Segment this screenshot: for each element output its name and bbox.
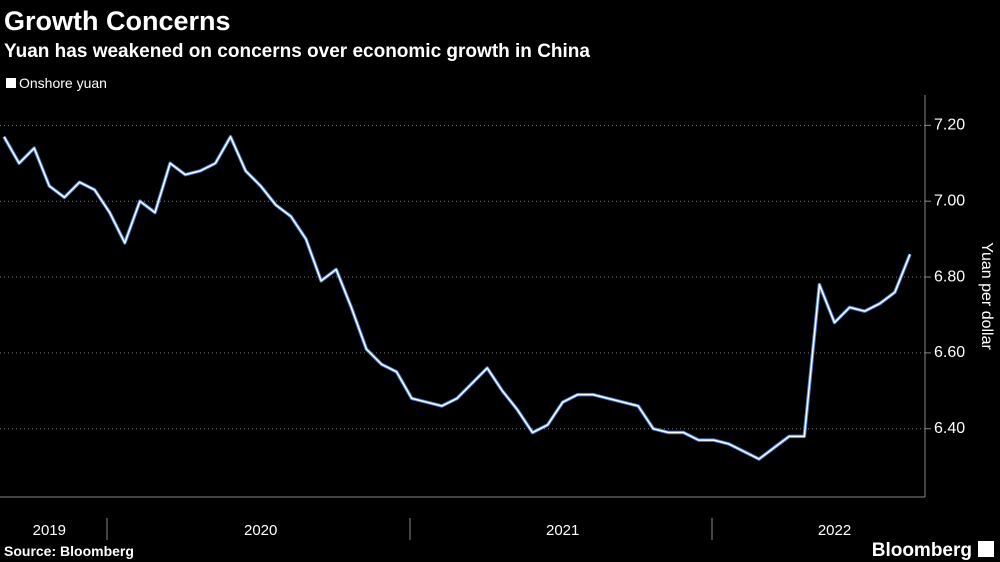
brand: Bloomberg: [872, 540, 972, 561]
y-tick-label: 6.40: [934, 420, 965, 437]
legend-swatch: [6, 78, 16, 88]
y-tick-label: 7.00: [934, 192, 965, 209]
source: Source: Bloomberg: [4, 543, 134, 559]
chart-title: Growth Concerns: [4, 6, 231, 36]
x-tick-label: 2020: [244, 522, 277, 539]
brand-icon: [978, 541, 994, 557]
x-tick-label: 2022: [818, 522, 851, 539]
x-tick-label: 2019: [33, 522, 66, 539]
legend-label: Onshore yuan: [19, 75, 107, 91]
series-line: [3, 135, 911, 460]
y-axis-label: Yuan per dollar: [978, 242, 995, 350]
series-line-shadow: [2, 134, 912, 461]
y-tick-label: 6.80: [934, 268, 965, 285]
chart-subtitle: Yuan has weakened on concerns over econo…: [4, 41, 590, 62]
y-tick-label: 7.20: [934, 117, 965, 134]
x-tick-label: 2021: [546, 522, 579, 539]
y-tick-label: 6.60: [934, 344, 965, 361]
